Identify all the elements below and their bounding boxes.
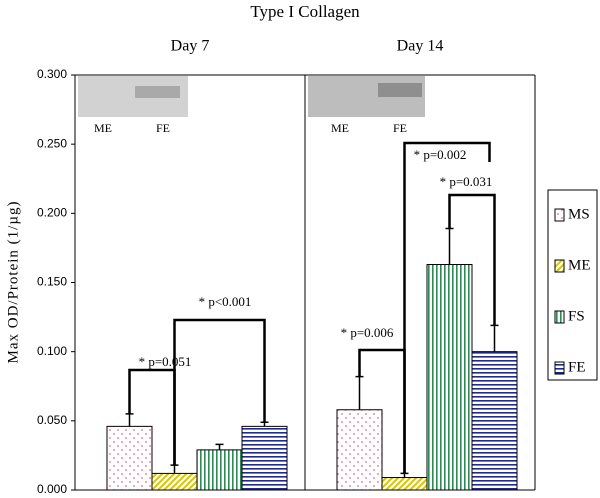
legend-swatch [554,361,565,375]
blot-label: FE [393,121,407,135]
y-tick-label: 0.150 [37,275,67,289]
group-label: Day 7 [171,38,210,55]
annotation: * p=0.051 [139,354,192,369]
legend-label: ME [568,257,591,273]
legend-swatch [554,310,565,324]
legend-swatch [554,259,565,273]
error-bar [125,413,134,427]
blot-label: FE [156,121,170,135]
annotation: * p=0.002 [414,147,467,162]
bar [426,264,473,491]
legend-label: FS [568,308,585,324]
legend-label: FE [568,359,586,375]
y-tick-label: 0.000 [37,482,67,496]
chart-title: Type I Collagen [250,2,360,21]
bar [106,425,153,491]
error-bar [400,472,409,478]
bar [471,351,518,491]
blot-band [378,83,422,97]
bar [151,472,198,491]
group-label: Day 14 [397,38,444,55]
legend-box [547,189,598,381]
y-axis-label: Max OD/Protein (1/µg) [5,201,21,364]
significance-bracket [448,193,496,325]
significance-bracket [403,141,491,474]
error-bar [445,227,454,265]
error-bar [215,443,224,450]
blot-band [135,86,180,98]
bar [381,477,428,491]
bar [241,425,288,491]
significance-bracket [173,318,266,465]
y-tick-label: 0.100 [37,344,67,358]
legend-label: MS [568,206,590,222]
y-tick-label: 0.200 [37,206,67,220]
bar [196,449,243,491]
annotation: * p=0.031 [440,174,493,189]
error-bar [170,464,179,474]
y-tick-label: 0.250 [37,136,67,150]
annotation: * p=0.006 [341,325,394,340]
legend-swatch [554,208,565,222]
error-bar [260,421,269,427]
blot-label: ME [94,121,112,135]
error-bar [355,375,364,410]
error-bar [490,324,499,352]
y-tick-label: 0.050 [37,413,67,427]
annotation: * p<0.001 [199,294,252,309]
bar [336,409,383,491]
y-tick-label: 0.300 [37,67,67,81]
blot-label: ME [331,121,349,135]
